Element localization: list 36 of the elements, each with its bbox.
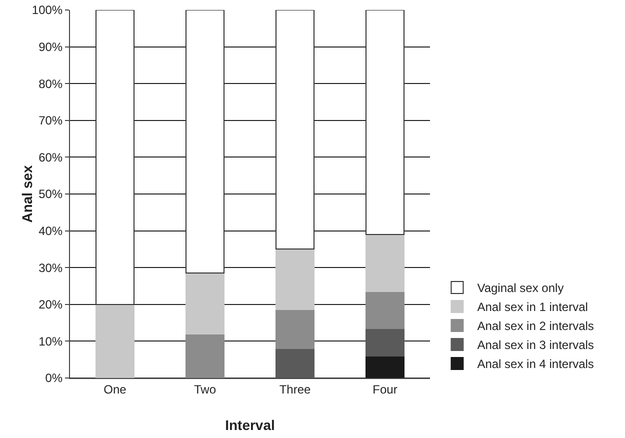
bar [186,272,224,334]
x-tick-label: Three [279,382,311,396]
y-tick-label: 20% [38,298,63,312]
y-tick-label: 10% [38,334,63,348]
bar [366,234,404,292]
bar [276,10,314,250]
bar [366,328,404,356]
bar [366,10,404,235]
y-tick-label: 80% [38,76,63,91]
y-tick-label: 100% [32,3,63,18]
x-tick-label: One [104,382,127,396]
y-tick-label: 60% [38,150,63,164]
bar [276,348,314,378]
y-tick-label: 40% [38,224,63,238]
bar [186,333,224,378]
y-tick-label: 0% [45,371,63,386]
legend-label: Anal sex in 1 interval [477,300,588,314]
bar [186,10,224,274]
legend-label: Vaginal sex only [477,281,564,296]
legend-label: Anal sex in 3 intervals [477,338,594,352]
bar [366,355,404,378]
y-tick-label: 90% [38,40,63,54]
x-tick-label: Two [194,382,216,396]
y-tick-label: 30% [38,260,63,275]
bar [276,248,314,310]
bar [96,304,134,378]
legend-label: Anal sex in 4 intervals [477,357,594,372]
bar [96,10,134,305]
x-tick-label: Four [372,382,398,396]
y-tick-label: 70% [38,114,63,128]
legend-label: Anal sex in 2 intervals [477,319,594,334]
bar [366,291,404,330]
x-axis-title: Interval [225,417,275,433]
bar [276,309,314,350]
y-axis-title: Anal sex [19,164,35,223]
y-tick-label: 50% [38,187,63,202]
